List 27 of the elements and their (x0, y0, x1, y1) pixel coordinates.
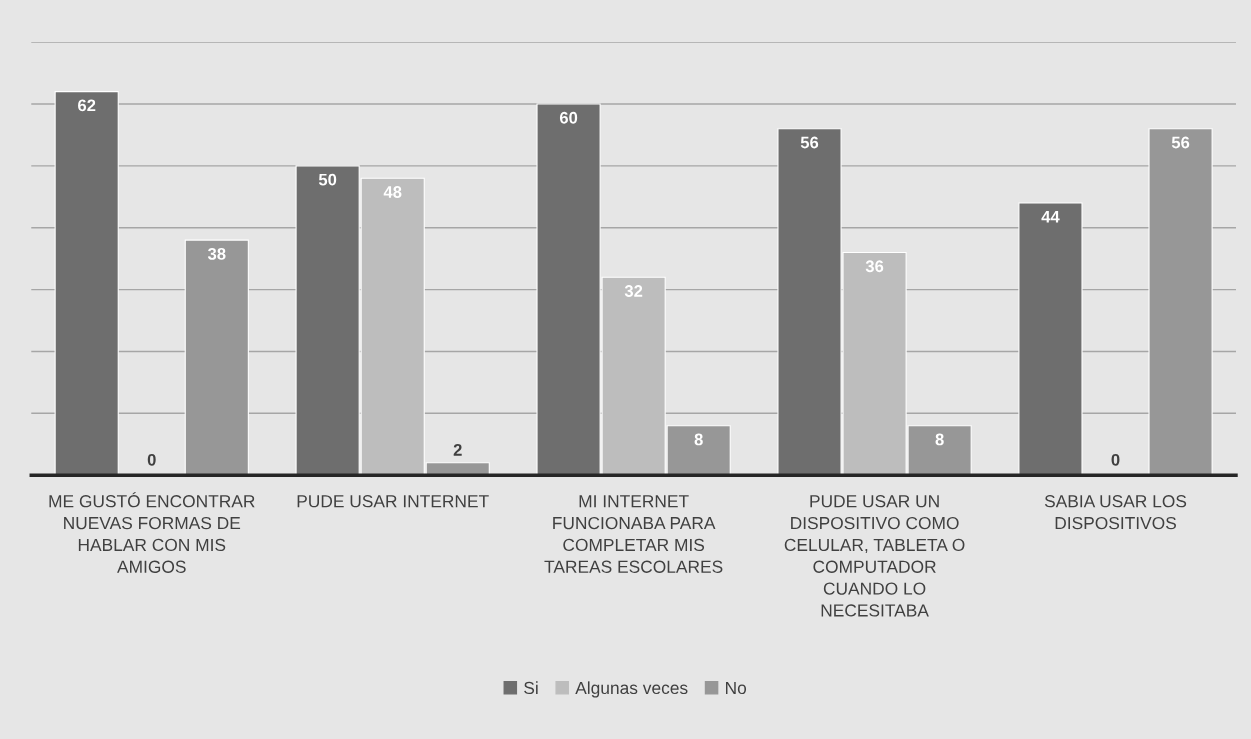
data-label: 50 (318, 173, 337, 186)
bar (184, 239, 249, 476)
x-tick-label: ME GUSTÓ ENCONTRAR NUEVAS FORMAS DE HABLAR CON MIS AMIGOS (49, 492, 255, 573)
bar (1018, 202, 1083, 476)
x-tick-label: SABIA USAR LOS DISPOSITIVOS (1044, 495, 1187, 530)
data-label: 0 (1111, 453, 1120, 466)
data-label: 36 (865, 260, 884, 273)
data-label: 56 (1171, 136, 1190, 149)
data-label: 48 (383, 186, 402, 198)
x-tick-label: PUDE USAR UN DISPOSITIVO COMO CELULAR, TABLETA O COMPUTADOR CUANDO LO NECESITABA (784, 495, 965, 617)
data-label: 32 (624, 285, 643, 297)
x-tick-label: MI INTERNET FUNCIONABA PARA COMPLETAR MIS TAREAS ESCOLARES (544, 495, 723, 573)
x-tick-label: PUDE USAR INTERNET (297, 495, 489, 508)
data-label: 60 (559, 111, 578, 124)
legend-label: Si (524, 681, 538, 695)
data-label: 8 (935, 433, 944, 446)
data-label: 56 (800, 136, 819, 149)
data-label: 2 (453, 444, 462, 456)
data-label: 0 (147, 453, 156, 466)
data-label: 62 (78, 99, 96, 112)
data-label: 8 (694, 433, 703, 446)
legend-label: Algunas veces (575, 681, 688, 698)
data-label: 38 (207, 247, 226, 260)
bar (1148, 128, 1213, 476)
bar (54, 91, 119, 476)
data-label: 44 (1041, 211, 1060, 223)
legend-label: No (726, 681, 747, 695)
